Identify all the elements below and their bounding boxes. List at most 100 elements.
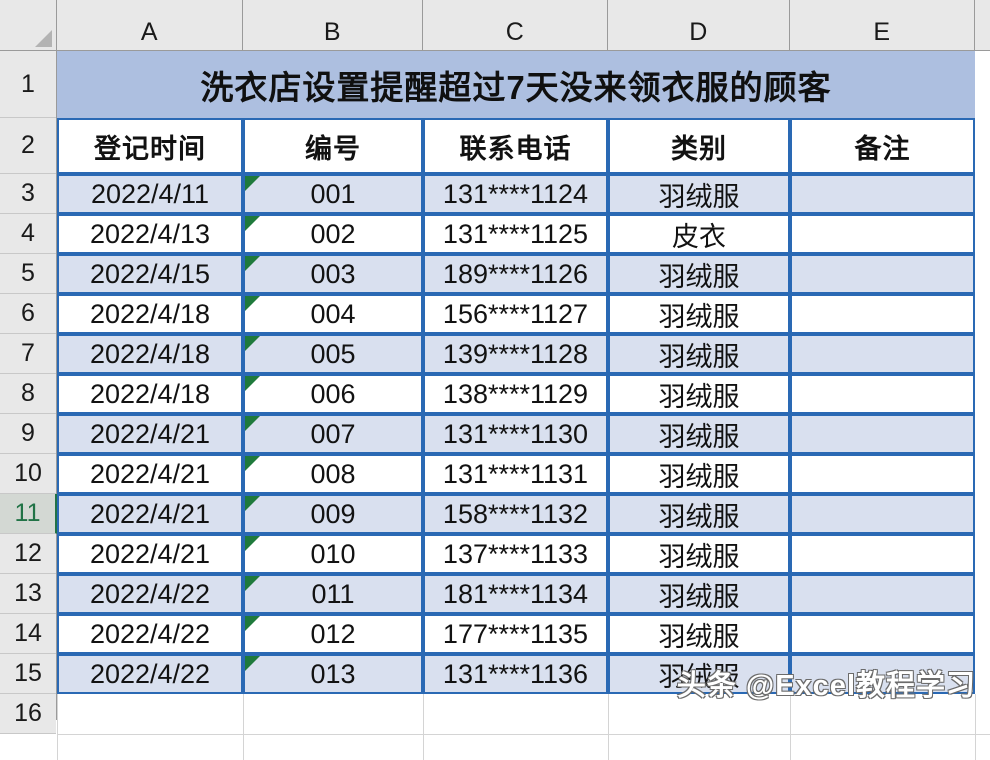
cell-id[interactable]: 007 bbox=[243, 414, 423, 454]
error-flag-triangle-icon[interactable] bbox=[245, 616, 260, 631]
error-flag-triangle-icon[interactable] bbox=[245, 256, 260, 271]
cell-note[interactable] bbox=[790, 374, 975, 414]
cell-date[interactable]: 2022/4/21 bbox=[57, 494, 243, 534]
cell-category[interactable]: 羽绒服 bbox=[608, 294, 790, 334]
cell-date[interactable]: 2022/4/21 bbox=[57, 454, 243, 494]
cell-category[interactable]: 羽绒服 bbox=[608, 334, 790, 374]
cell-phone[interactable]: 189****1126 bbox=[423, 254, 608, 294]
table-column-header-2[interactable]: 编号 bbox=[243, 118, 423, 174]
select-all-corner[interactable] bbox=[0, 0, 57, 51]
error-flag-triangle-icon[interactable] bbox=[245, 296, 260, 311]
cell-id[interactable]: 004 bbox=[243, 294, 423, 334]
error-flag-triangle-icon[interactable] bbox=[245, 456, 260, 471]
cell-category[interactable]: 羽绒服 bbox=[608, 174, 790, 214]
cell-id[interactable]: 006 bbox=[243, 374, 423, 414]
cell-id[interactable]: 013 bbox=[243, 654, 423, 694]
cell-note[interactable] bbox=[790, 214, 975, 254]
cell-id[interactable]: 005 bbox=[243, 334, 423, 374]
cell-date[interactable]: 2022/4/22 bbox=[57, 654, 243, 694]
cell-id[interactable]: 008 bbox=[243, 454, 423, 494]
cell-date[interactable]: 2022/4/15 bbox=[57, 254, 243, 294]
cell-id[interactable]: 001 bbox=[243, 174, 423, 214]
cell-note[interactable] bbox=[790, 414, 975, 454]
column-header-a[interactable]: A bbox=[57, 0, 243, 50]
cell-note[interactable] bbox=[790, 614, 975, 654]
cell-phone[interactable]: 137****1133 bbox=[423, 534, 608, 574]
row-header-3[interactable]: 3 bbox=[0, 174, 56, 214]
cell-phone[interactable]: 131****1130 bbox=[423, 414, 608, 454]
cell-date[interactable]: 2022/4/18 bbox=[57, 294, 243, 334]
cell-note[interactable] bbox=[790, 654, 975, 694]
row-header-8[interactable]: 8 bbox=[0, 374, 56, 414]
cell-phone[interactable]: 181****1134 bbox=[423, 574, 608, 614]
cell-date[interactable]: 2022/4/22 bbox=[57, 614, 243, 654]
cell-category[interactable]: 羽绒服 bbox=[608, 534, 790, 574]
error-flag-triangle-icon[interactable] bbox=[245, 536, 260, 551]
row-header-1[interactable]: 1 bbox=[0, 51, 56, 118]
cell-category[interactable]: 羽绒服 bbox=[608, 454, 790, 494]
row-header-14[interactable]: 14 bbox=[0, 614, 56, 654]
cell-id[interactable]: 009 bbox=[243, 494, 423, 534]
cell-category[interactable]: 皮衣 bbox=[608, 214, 790, 254]
error-flag-triangle-icon[interactable] bbox=[245, 176, 260, 191]
cell-category[interactable]: 羽绒服 bbox=[608, 574, 790, 614]
row-header-13[interactable]: 13 bbox=[0, 574, 56, 614]
cell-category[interactable]: 羽绒服 bbox=[608, 254, 790, 294]
column-header-b[interactable]: B bbox=[243, 0, 423, 50]
cell-note[interactable] bbox=[790, 334, 975, 374]
error-flag-triangle-icon[interactable] bbox=[245, 656, 260, 671]
cell-phone[interactable]: 139****1128 bbox=[423, 334, 608, 374]
cell-date[interactable]: 2022/4/21 bbox=[57, 414, 243, 454]
row-header-6[interactable]: 6 bbox=[0, 294, 56, 334]
error-flag-triangle-icon[interactable] bbox=[245, 416, 260, 431]
row-header-4[interactable]: 4 bbox=[0, 214, 56, 254]
cell-note[interactable] bbox=[790, 454, 975, 494]
cell-note[interactable] bbox=[790, 254, 975, 294]
cell-phone[interactable]: 131****1136 bbox=[423, 654, 608, 694]
row-header-2[interactable]: 2 bbox=[0, 118, 56, 174]
cell-note[interactable] bbox=[790, 174, 975, 214]
cell-phone[interactable]: 131****1131 bbox=[423, 454, 608, 494]
row-header-12[interactable]: 12 bbox=[0, 534, 56, 574]
table-column-header-5[interactable]: 备注 bbox=[790, 118, 975, 174]
row-header-9[interactable]: 9 bbox=[0, 414, 56, 454]
error-flag-triangle-icon[interactable] bbox=[245, 336, 260, 351]
cell-note[interactable] bbox=[790, 574, 975, 614]
column-header-e[interactable]: E bbox=[790, 0, 975, 50]
row-header-10[interactable]: 10 bbox=[0, 454, 56, 494]
cell-phone[interactable]: 138****1129 bbox=[423, 374, 608, 414]
cell-date[interactable]: 2022/4/18 bbox=[57, 334, 243, 374]
cell-category[interactable]: 羽绒服 bbox=[608, 374, 790, 414]
cell-id[interactable]: 012 bbox=[243, 614, 423, 654]
cell-phone[interactable]: 158****1132 bbox=[423, 494, 608, 534]
table-column-header-3[interactable]: 联系电话 bbox=[423, 118, 608, 174]
cell-note[interactable] bbox=[790, 494, 975, 534]
title-cell[interactable]: 洗衣店设置提醒超过7天没来领衣服的顾客 bbox=[57, 51, 975, 118]
cell-date[interactable]: 2022/4/11 bbox=[57, 174, 243, 214]
cell-category[interactable]: 羽绒服 bbox=[608, 614, 790, 654]
table-column-header-4[interactable]: 类别 bbox=[608, 118, 790, 174]
error-flag-triangle-icon[interactable] bbox=[245, 576, 260, 591]
cell-category[interactable]: 羽绒服 bbox=[608, 654, 790, 694]
cell-phone[interactable]: 177****1135 bbox=[423, 614, 608, 654]
cell-phone[interactable]: 156****1127 bbox=[423, 294, 608, 334]
row-header-11[interactable]: 11 bbox=[0, 494, 57, 534]
column-header-c[interactable]: C bbox=[423, 0, 608, 50]
cell-id[interactable]: 002 bbox=[243, 214, 423, 254]
row-header-16[interactable]: 16 bbox=[0, 694, 56, 734]
cell-category[interactable]: 羽绒服 bbox=[608, 494, 790, 534]
cell-id[interactable]: 011 bbox=[243, 574, 423, 614]
cell-date[interactable]: 2022/4/22 bbox=[57, 574, 243, 614]
cell-date[interactable]: 2022/4/21 bbox=[57, 534, 243, 574]
cell-id[interactable]: 003 bbox=[243, 254, 423, 294]
cell-category[interactable]: 羽绒服 bbox=[608, 414, 790, 454]
cell-note[interactable] bbox=[790, 294, 975, 334]
row-header-5[interactable]: 5 bbox=[0, 254, 56, 294]
error-flag-triangle-icon[interactable] bbox=[245, 216, 260, 231]
cell-phone[interactable]: 131****1124 bbox=[423, 174, 608, 214]
cell-note[interactable] bbox=[790, 534, 975, 574]
row-header-15[interactable]: 15 bbox=[0, 654, 56, 694]
error-flag-triangle-icon[interactable] bbox=[245, 376, 260, 391]
cell-date[interactable]: 2022/4/18 bbox=[57, 374, 243, 414]
cell-id[interactable]: 010 bbox=[243, 534, 423, 574]
